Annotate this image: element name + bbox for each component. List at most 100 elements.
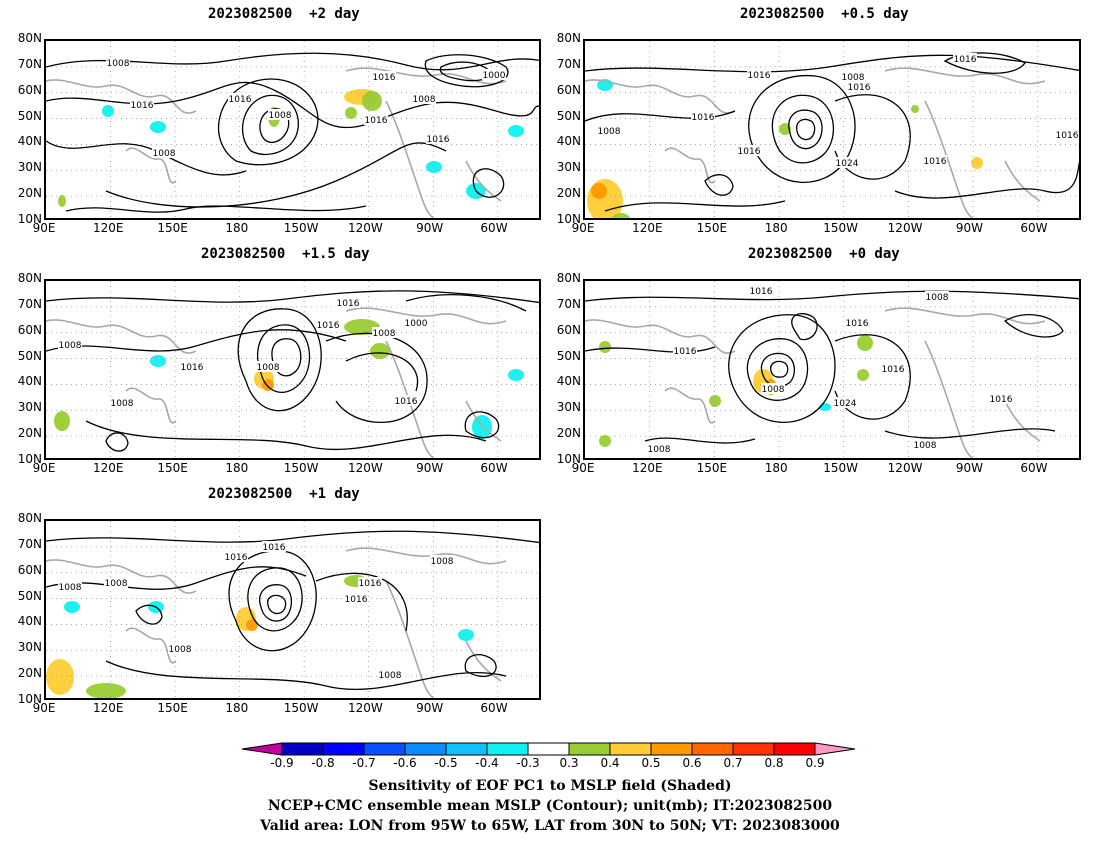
coastline <box>46 79 197 114</box>
colorbar-tick-label: 0.9 <box>805 756 825 770</box>
contour-label-bg <box>372 71 396 82</box>
contour-label-bg <box>989 393 1013 404</box>
contour-label: 1016 <box>131 101 154 111</box>
lon-tick-label: 150W <box>283 701 319 715</box>
contour-label-bg <box>761 383 785 394</box>
sensitivity-shading <box>857 369 869 381</box>
contour-label-bg <box>647 443 671 454</box>
coastline <box>125 387 177 424</box>
lon-tick-label: 120W <box>348 221 383 235</box>
lon-tick-label: 150W <box>823 221 859 235</box>
map-plot: 1016 1008 1016 1008 1008 1016 1000 1016 1008 <box>44 279 541 460</box>
colorbar-swatch <box>691 742 734 756</box>
contour-label-bg <box>737 145 761 156</box>
lon-tick-label: 60W <box>480 221 508 235</box>
contour-label: 1008 <box>59 341 82 351</box>
colorbar-swatch <box>281 742 324 756</box>
lat-tick-label: 40N <box>17 134 42 149</box>
contour-label-bg <box>336 297 360 308</box>
colorbar <box>241 742 856 756</box>
contour-label: 1008 <box>169 645 192 655</box>
lat-tick-label: 80N <box>17 31 42 45</box>
colorbar-swatch <box>609 742 652 756</box>
lon-tick-label: 90E <box>32 461 56 475</box>
sensitivity-shading <box>911 105 919 113</box>
contour-label-bg <box>845 317 869 328</box>
mslp-contour <box>259 584 292 622</box>
contour-label-bg <box>597 125 621 136</box>
contour-label-bg <box>833 397 857 408</box>
coastline <box>465 640 502 682</box>
sensitivity-shading <box>779 123 791 135</box>
contour-label: 1008 <box>842 73 865 83</box>
mslp-contour <box>585 110 736 122</box>
lat-tick-label: 40N <box>556 374 581 389</box>
coastline <box>884 67 1046 85</box>
sensitivity-shading <box>150 355 166 367</box>
mslp-contour <box>345 352 419 392</box>
contour-label: 1016 <box>359 579 382 589</box>
coastline <box>664 147 716 184</box>
mslp-contour <box>237 308 322 412</box>
mslp-contour <box>46 140 247 176</box>
lat-tick-label: 20N <box>556 426 581 441</box>
contour-label-bg <box>673 345 697 356</box>
contour-label: 1008 <box>269 111 292 121</box>
contour-label-bg <box>268 109 292 120</box>
panel-title: 2023082500 +0 day <box>748 246 900 262</box>
lon-tick-label: 120E <box>632 461 663 475</box>
lon-tick-label: 120W <box>348 461 383 475</box>
lat-tick-label: 60N <box>17 82 42 97</box>
lon-tick-label: 120E <box>632 221 663 235</box>
mslp-contour <box>105 142 447 208</box>
lat-tick-label: 70N <box>556 56 581 71</box>
colorbar-tick-label: 0.8 <box>764 756 784 770</box>
coastline <box>385 100 435 218</box>
map-plot: 1008 1016 1008 1016 1016 1016 1016 1024 1016 1016 <box>583 39 1081 220</box>
lat-tick-label: 30N <box>556 400 581 415</box>
contour-label: 1016 <box>365 116 388 126</box>
contour-label: 1016 <box>674 347 697 357</box>
mslp-contour <box>105 660 507 691</box>
contour-label: 1008 <box>373 329 396 339</box>
contour-label-bg <box>106 57 130 68</box>
mslp-contour <box>788 109 823 150</box>
sensitivity-shading <box>64 601 80 613</box>
mslp-contour <box>65 205 367 213</box>
contour-label: 1016 <box>317 321 340 331</box>
coastline <box>664 387 716 424</box>
contour-label-bg <box>691 111 715 122</box>
sensitivity-shading <box>46 659 74 695</box>
contour-label: 1016 <box>225 553 248 563</box>
mslp-contour <box>46 566 307 590</box>
contour-label: 1008 <box>598 127 621 137</box>
contour-label-bg <box>1055 129 1079 140</box>
mslp-contour <box>604 200 786 212</box>
coastline <box>125 147 177 184</box>
mslp-contour <box>46 329 347 352</box>
contour-label: 1008 <box>105 579 128 589</box>
lon-tick-label: 150E <box>696 461 728 475</box>
coastline <box>585 79 736 114</box>
map-canvas: 1008 1016 1016 1008 1016 1000 1008 1016 1016 1008 <box>46 41 539 218</box>
mslp-contour <box>834 94 911 180</box>
colorbar-tick-label: -0.6 <box>393 756 417 770</box>
lat-tick-label: 80N <box>556 31 581 45</box>
mslp-contour <box>46 290 539 304</box>
caption-line-2: NCEP+CMC ensemble mean MSLP (Contour); u… <box>267 798 833 814</box>
contour-label-bg <box>394 395 418 406</box>
map-plot: 1016 1008 1016 1016 1008 1024 1016 1016 1008 1008 <box>583 279 1081 460</box>
contour-label-bg <box>104 577 128 588</box>
lat-tick-label: 30N <box>17 640 42 655</box>
contour-label-bg <box>747 69 771 80</box>
lon-tick-label: 150E <box>157 701 188 715</box>
contour-label: 1008 <box>59 583 82 593</box>
panel-title: 2023082500 +1 day <box>208 486 360 502</box>
lat-tick-label: 50N <box>556 348 581 363</box>
colorbar-tick-label: 0.5 <box>641 756 661 770</box>
contour-label-bg <box>913 439 937 450</box>
contour-label: 1008 <box>648 445 671 455</box>
sensitivity-shading <box>472 415 492 439</box>
contour-label-bg <box>316 319 340 330</box>
contour-label: 1016 <box>395 397 418 407</box>
